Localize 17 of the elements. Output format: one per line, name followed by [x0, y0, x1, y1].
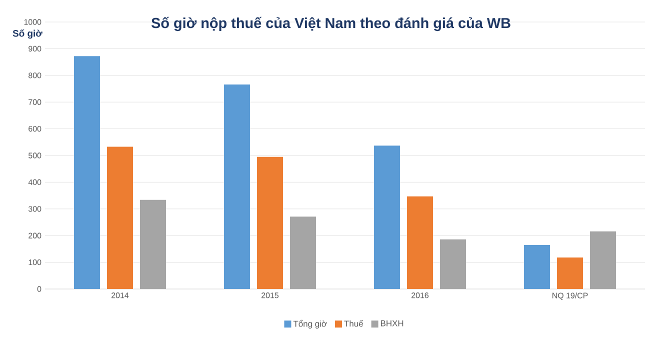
bar — [107, 146, 134, 289]
legend-label: BHXH — [380, 320, 404, 326]
legend-label: Thuế — [344, 320, 364, 327]
y-axis-title: Số giờ — [12, 29, 42, 39]
bar — [374, 146, 400, 289]
bar — [524, 244, 550, 289]
chart-title: Số giờ nộp thuế của Việt Nam theo đánh giá của WB — [151, 16, 510, 32]
bar — [290, 216, 316, 289]
bar — [74, 56, 100, 289]
bar — [407, 196, 434, 289]
bar — [224, 84, 250, 289]
bar — [590, 231, 616, 289]
bar — [257, 156, 284, 289]
bar — [140, 200, 166, 289]
legend-label: Tổng giờ — [293, 320, 327, 328]
bar — [557, 257, 584, 289]
bar — [440, 239, 466, 289]
